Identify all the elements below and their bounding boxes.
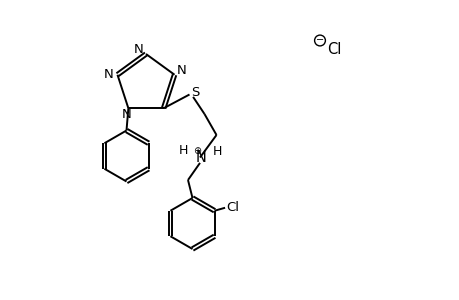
Text: N: N	[177, 64, 186, 77]
Text: N: N	[196, 150, 207, 165]
Text: H: H	[212, 145, 222, 158]
Text: −: −	[315, 35, 323, 46]
Text: ⊕: ⊕	[193, 146, 201, 156]
Text: N: N	[122, 108, 131, 122]
Text: Cl: Cl	[326, 42, 341, 57]
Text: S: S	[190, 86, 199, 100]
Text: N: N	[104, 68, 114, 81]
Text: Cl: Cl	[226, 201, 239, 214]
Text: N: N	[133, 43, 143, 56]
Text: H: H	[179, 143, 188, 157]
